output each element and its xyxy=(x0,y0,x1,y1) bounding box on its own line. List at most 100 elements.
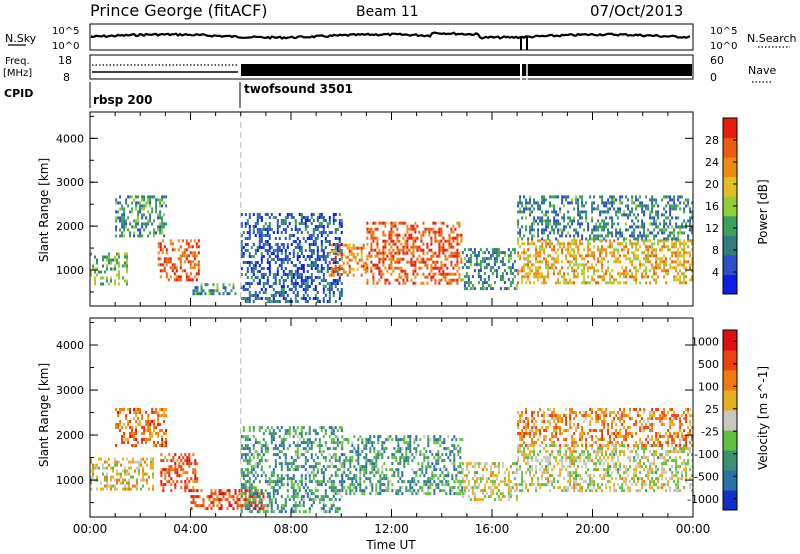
heatmap-cell xyxy=(194,471,197,475)
heatmap-cell xyxy=(443,441,446,445)
heatmap-cell xyxy=(226,292,229,296)
heatmap-cell xyxy=(256,441,259,445)
heatmap-cell xyxy=(286,447,289,451)
heatmap-cell xyxy=(128,460,130,464)
heatmap-cell xyxy=(163,257,166,261)
heatmap-cell xyxy=(338,297,341,300)
heatmap-cell xyxy=(294,501,297,505)
heatmap-cell xyxy=(655,272,658,276)
heatmap-cell xyxy=(467,275,470,279)
heatmap-cell xyxy=(129,231,132,235)
heatmap-cell xyxy=(184,459,187,463)
heatmap-cell xyxy=(422,230,425,234)
heatmap-cell xyxy=(222,495,225,499)
heatmap-cell xyxy=(147,234,150,238)
heatmap-cell xyxy=(417,492,420,496)
heatmap-cell xyxy=(438,230,441,234)
heatmap-cell xyxy=(366,263,369,267)
heatmap-cell xyxy=(300,498,303,502)
heatmap-cell xyxy=(334,300,337,303)
heatmap-cell xyxy=(320,270,323,273)
heatmap-cell xyxy=(687,204,690,208)
nsky-tick-bottom: 10^0 xyxy=(52,41,79,52)
heatmap-cell xyxy=(108,255,110,259)
heatmap-cell xyxy=(583,204,586,208)
heatmap-cell xyxy=(145,441,148,444)
heatmap-cell xyxy=(173,266,176,270)
heatmap-cell xyxy=(519,234,522,238)
heatmap-cell xyxy=(497,251,500,255)
heatmap-cell xyxy=(258,501,261,505)
heatmap-cell xyxy=(523,234,526,238)
heatmap-cell xyxy=(161,441,164,444)
heatmap-cell xyxy=(304,249,307,252)
heatmap-cell xyxy=(360,246,363,250)
heatmap-cell xyxy=(467,257,470,261)
heatmap-cell xyxy=(163,408,166,411)
heatmap-cell xyxy=(318,447,321,451)
heatmap-cell xyxy=(440,266,443,270)
heatmap-cell xyxy=(689,263,692,267)
heatmap-cell xyxy=(469,254,472,258)
heatmap-cell xyxy=(159,269,162,273)
heatmap-cell xyxy=(312,279,315,282)
heatmap-cell xyxy=(561,266,564,270)
heatmap-cell xyxy=(282,438,285,442)
heatmap-cell xyxy=(242,429,245,433)
heatmap-cell xyxy=(330,432,333,436)
heatmap-cell xyxy=(431,474,434,478)
heatmap-cell xyxy=(135,222,138,226)
heatmap-cell xyxy=(579,195,582,199)
heatmap-cell xyxy=(509,272,512,276)
heatmap-cell xyxy=(667,234,670,238)
heatmap-cell xyxy=(587,228,590,232)
heatmap-cell xyxy=(557,260,560,264)
heatmap-cell xyxy=(609,278,612,282)
heatmap-cell xyxy=(192,486,195,490)
heatmap-cell xyxy=(332,261,335,264)
heatmap-cell xyxy=(653,216,656,220)
heatmap-cell xyxy=(276,447,279,451)
heatmap-cell xyxy=(332,492,335,496)
heatmap-cell xyxy=(683,257,686,261)
heatmap-cell xyxy=(368,227,371,231)
heatmap-cell xyxy=(449,450,452,454)
heatmap-cell xyxy=(401,456,404,460)
heatmap-cell xyxy=(458,242,461,246)
heatmap-cell xyxy=(631,219,634,223)
heatmap-cell xyxy=(126,279,128,283)
heatmap-cell xyxy=(537,269,540,273)
heatmap-cell xyxy=(553,228,556,232)
heatmap-cell xyxy=(591,231,594,235)
heatmap-cell xyxy=(387,489,390,493)
heatmap-cell xyxy=(593,234,596,238)
colorbar-swatch xyxy=(723,235,737,256)
heatmap-cell xyxy=(133,234,136,238)
heatmap-cell xyxy=(589,242,592,246)
heatmap-cell xyxy=(135,195,138,199)
heatmap-cell xyxy=(499,492,502,496)
heatmap-cell xyxy=(471,486,474,490)
heatmap-cell xyxy=(579,210,582,214)
heatmap-cell xyxy=(539,275,542,279)
heatmap-cell xyxy=(430,278,433,282)
heatmap-cell xyxy=(603,278,606,282)
heatmap-cell xyxy=(194,292,197,296)
heatmap-cell xyxy=(133,432,136,435)
heatmap-cell xyxy=(443,468,446,472)
heatmap-cell xyxy=(447,480,450,484)
heatmap-cell xyxy=(513,269,516,273)
heatmap-cell xyxy=(256,228,259,231)
heatmap-cell xyxy=(373,462,376,466)
heatmap-cell xyxy=(392,239,395,243)
heatmap-cell xyxy=(577,272,580,276)
heatmap-cell xyxy=(487,251,490,255)
heatmap-cell xyxy=(290,279,293,282)
heatmap-cell xyxy=(655,257,658,261)
heatmap-cell xyxy=(575,263,578,267)
heatmap-cell xyxy=(390,257,393,261)
heatmap-cell xyxy=(597,245,600,249)
heatmap-cell xyxy=(252,444,255,448)
heatmap-cell xyxy=(409,483,412,487)
heatmap-cell xyxy=(129,195,132,199)
